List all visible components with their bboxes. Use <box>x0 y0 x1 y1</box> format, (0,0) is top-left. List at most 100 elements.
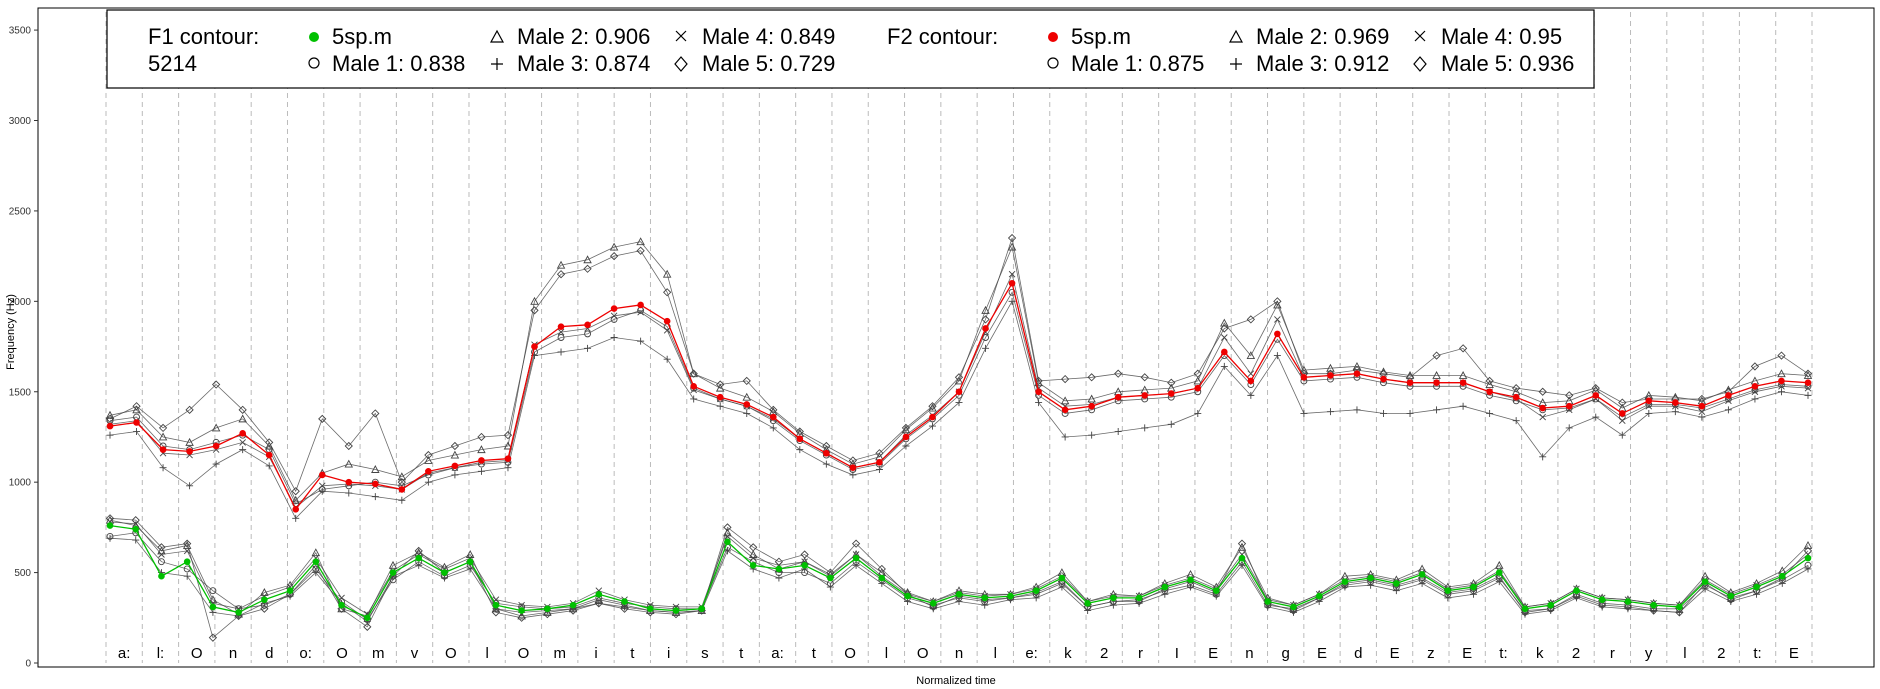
data-point <box>260 604 269 613</box>
data-point <box>774 557 784 566</box>
data-point <box>504 455 512 462</box>
data-point <box>157 543 166 552</box>
data-point <box>1546 604 1555 613</box>
data-point <box>132 405 141 414</box>
legend-f1-male1-label: Male 1: 0.838 <box>332 51 465 76</box>
data-point <box>1565 424 1573 432</box>
data-point <box>769 424 777 432</box>
data-point <box>1777 369 1786 378</box>
data-point <box>610 334 618 341</box>
data-point <box>1433 379 1440 387</box>
data-point <box>1676 603 1683 611</box>
data-point <box>902 442 910 450</box>
data-point <box>1367 574 1374 582</box>
data-point <box>345 489 353 497</box>
data-point <box>698 605 706 613</box>
data-point <box>1109 597 1118 606</box>
data-point <box>371 409 380 418</box>
data-point <box>556 270 566 279</box>
data-point <box>450 450 460 459</box>
data-point <box>610 305 618 312</box>
data-point <box>822 460 830 468</box>
data-point <box>1167 390 1175 397</box>
data-point <box>1778 383 1785 390</box>
segment-label: t <box>630 645 635 662</box>
data-point <box>594 599 603 608</box>
y-tick-label: 500 <box>14 568 31 579</box>
segment-label: e: <box>1025 645 1038 662</box>
y-tick-label: 0 <box>25 659 31 670</box>
data-point <box>851 539 861 548</box>
segment-grid <box>105 12 1813 663</box>
data-point <box>1512 383 1521 393</box>
data-point <box>1698 402 1706 410</box>
data-point <box>904 592 911 600</box>
segment-label: r <box>1610 645 1615 662</box>
series-f2-male-3 <box>106 297 1812 522</box>
y-tick-label: 2500 <box>9 206 32 217</box>
data-point <box>344 459 354 468</box>
data-point <box>1007 233 1017 243</box>
data-point <box>345 478 353 486</box>
data-point <box>371 493 379 501</box>
data-point <box>183 547 191 555</box>
data-point <box>743 401 751 408</box>
data-point <box>1804 391 1812 399</box>
data-point <box>531 343 538 350</box>
legend-f2-male2-label: Male 2: 0.969 <box>1256 24 1389 49</box>
data-point <box>105 514 115 523</box>
legend-f1-male5-label: Male 5: 0.729 <box>702 51 835 76</box>
data-point <box>132 402 141 411</box>
data-point <box>1777 388 1785 396</box>
data-point <box>1432 371 1441 379</box>
data-point <box>1417 573 1427 583</box>
data-point <box>477 445 486 454</box>
data-point <box>1433 406 1441 414</box>
data-point <box>1724 406 1732 414</box>
segment-label: y <box>1645 645 1653 662</box>
legend-f1-male5-marker <box>674 56 688 72</box>
data-point <box>1083 602 1092 612</box>
segment-label: I <box>1175 645 1179 662</box>
data-point <box>504 464 512 472</box>
data-point <box>848 456 858 465</box>
data-point <box>492 601 500 609</box>
data-point <box>724 538 731 546</box>
data-point <box>265 451 273 459</box>
data-point <box>1035 388 1042 396</box>
data-point <box>371 465 380 473</box>
y-tick-label: 3500 <box>9 26 32 37</box>
data-point <box>800 550 809 559</box>
data-point <box>424 456 433 464</box>
data-point <box>981 315 990 324</box>
series-f2-5sp-m <box>106 279 1812 513</box>
legend-f1-ref-marker <box>309 32 319 42</box>
data-point <box>1697 394 1707 404</box>
data-point <box>265 462 273 470</box>
data-point <box>1649 606 1658 615</box>
legend-f2-title: F2 contour: <box>887 24 998 49</box>
data-point <box>1088 431 1096 439</box>
data-point <box>1032 587 1040 594</box>
data-point <box>1485 376 1494 386</box>
data-point <box>311 548 321 557</box>
data-point <box>928 402 937 411</box>
data-point <box>569 601 577 609</box>
data-point <box>1698 413 1706 421</box>
data-point <box>826 583 834 591</box>
data-point <box>1247 391 1255 399</box>
data-point <box>183 565 191 573</box>
data-point <box>568 606 578 615</box>
data-point <box>106 431 114 439</box>
data-point <box>1804 554 1812 562</box>
data-point <box>637 308 644 316</box>
data-point <box>265 438 274 447</box>
data-point <box>544 605 551 613</box>
data-point <box>1114 428 1122 436</box>
data-point <box>133 428 141 436</box>
data-point <box>1572 591 1581 601</box>
data-point <box>663 288 672 297</box>
data-point <box>106 534 114 542</box>
data-point <box>955 590 963 598</box>
data-point <box>583 255 592 264</box>
